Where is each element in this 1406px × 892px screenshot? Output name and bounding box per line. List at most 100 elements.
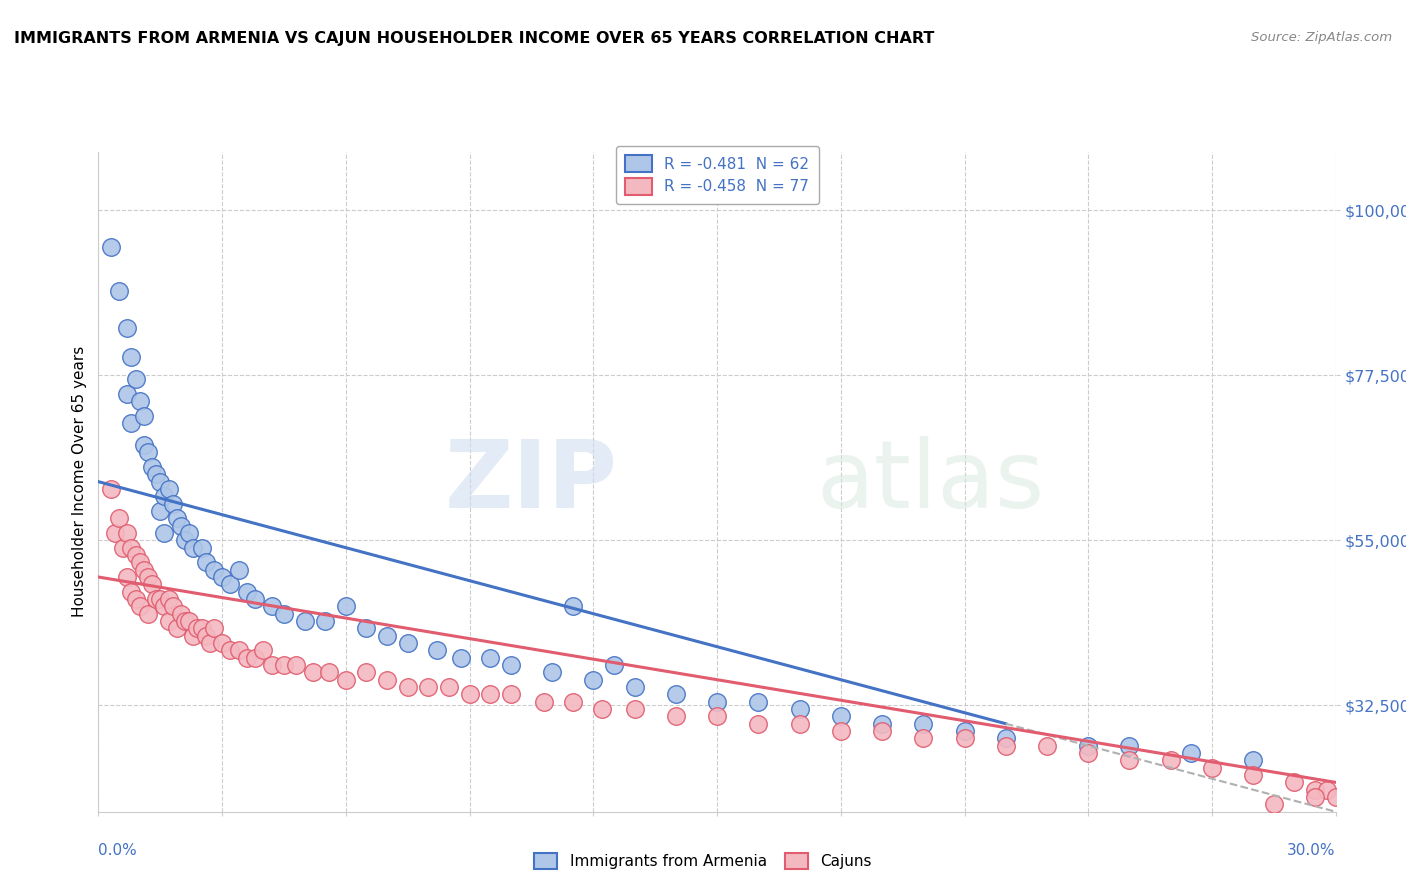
Point [117, 570, 139, 584]
Point [789, 702, 811, 716]
Point [830, 709, 852, 723]
Point [747, 695, 769, 709]
Point [136, 445, 159, 459]
Point [136, 607, 159, 621]
Point [219, 577, 242, 591]
Legend: Immigrants from Armenia, Cajuns: Immigrants from Armenia, Cajuns [529, 847, 877, 875]
Point [1077, 739, 1099, 753]
Point [396, 636, 419, 650]
Point [747, 716, 769, 731]
Point [426, 643, 449, 657]
Point [533, 695, 555, 709]
Point [162, 497, 184, 511]
Point [294, 614, 316, 628]
Point [124, 372, 146, 386]
Point [228, 563, 250, 577]
Point [1303, 790, 1326, 805]
Point [181, 541, 204, 555]
Point [356, 665, 378, 680]
Point [132, 563, 155, 577]
Point [120, 584, 142, 599]
Point [136, 570, 159, 584]
Point [1241, 768, 1264, 782]
Point [1316, 782, 1339, 797]
Point [314, 614, 336, 628]
Point [375, 673, 398, 687]
Point [132, 409, 155, 423]
Point [186, 621, 208, 635]
Point [499, 658, 522, 673]
Point [120, 416, 142, 430]
Point [157, 592, 180, 607]
Point [1036, 739, 1059, 753]
Point [1324, 790, 1347, 805]
Point [194, 629, 217, 643]
Point [953, 724, 976, 739]
Point [541, 665, 564, 680]
Point [450, 650, 472, 665]
Point [181, 629, 204, 643]
Point [236, 650, 259, 665]
Point [1201, 761, 1223, 775]
Point [273, 658, 295, 673]
Point [153, 526, 176, 541]
Point [1284, 775, 1306, 789]
Point [166, 511, 188, 525]
Point [149, 504, 172, 518]
Text: Source: ZipAtlas.com: Source: ZipAtlas.com [1251, 31, 1392, 45]
Point [499, 687, 522, 701]
Point [228, 643, 250, 657]
Point [120, 541, 142, 555]
Point [994, 739, 1017, 753]
Text: 30.0%: 30.0% [1288, 843, 1336, 858]
Point [149, 475, 172, 489]
Point [302, 665, 325, 680]
Point [437, 680, 460, 694]
Text: ZIP: ZIP [446, 435, 619, 528]
Point [252, 643, 274, 657]
Point [128, 555, 150, 569]
Point [665, 687, 688, 701]
Point [117, 320, 139, 334]
Point [789, 716, 811, 731]
Point [953, 731, 976, 746]
Point [236, 584, 259, 599]
Point [104, 526, 127, 541]
Point [128, 599, 150, 614]
Point [1303, 782, 1326, 797]
Point [623, 702, 645, 716]
Point [145, 467, 167, 482]
Point [117, 386, 139, 401]
Point [174, 614, 197, 628]
Point [157, 614, 180, 628]
Point [166, 621, 188, 635]
Point [157, 482, 180, 496]
Point [132, 438, 155, 452]
Point [582, 673, 605, 687]
Point [335, 673, 357, 687]
Point [108, 511, 131, 525]
Point [1263, 797, 1285, 812]
Point [153, 599, 176, 614]
Point [285, 658, 308, 673]
Point [912, 731, 935, 746]
Point [623, 680, 645, 694]
Point [603, 658, 626, 673]
Point [194, 555, 217, 569]
Point [1241, 753, 1264, 767]
Point [912, 716, 935, 731]
Point [179, 614, 201, 628]
Point [162, 599, 184, 614]
Point [211, 570, 233, 584]
Point [706, 709, 728, 723]
Point [108, 284, 131, 298]
Point [120, 350, 142, 364]
Point [260, 599, 283, 614]
Point [112, 541, 135, 555]
Point [170, 518, 193, 533]
Point [1118, 753, 1140, 767]
Point [665, 709, 688, 723]
Point [243, 592, 266, 607]
Point [318, 665, 340, 680]
Point [117, 526, 139, 541]
